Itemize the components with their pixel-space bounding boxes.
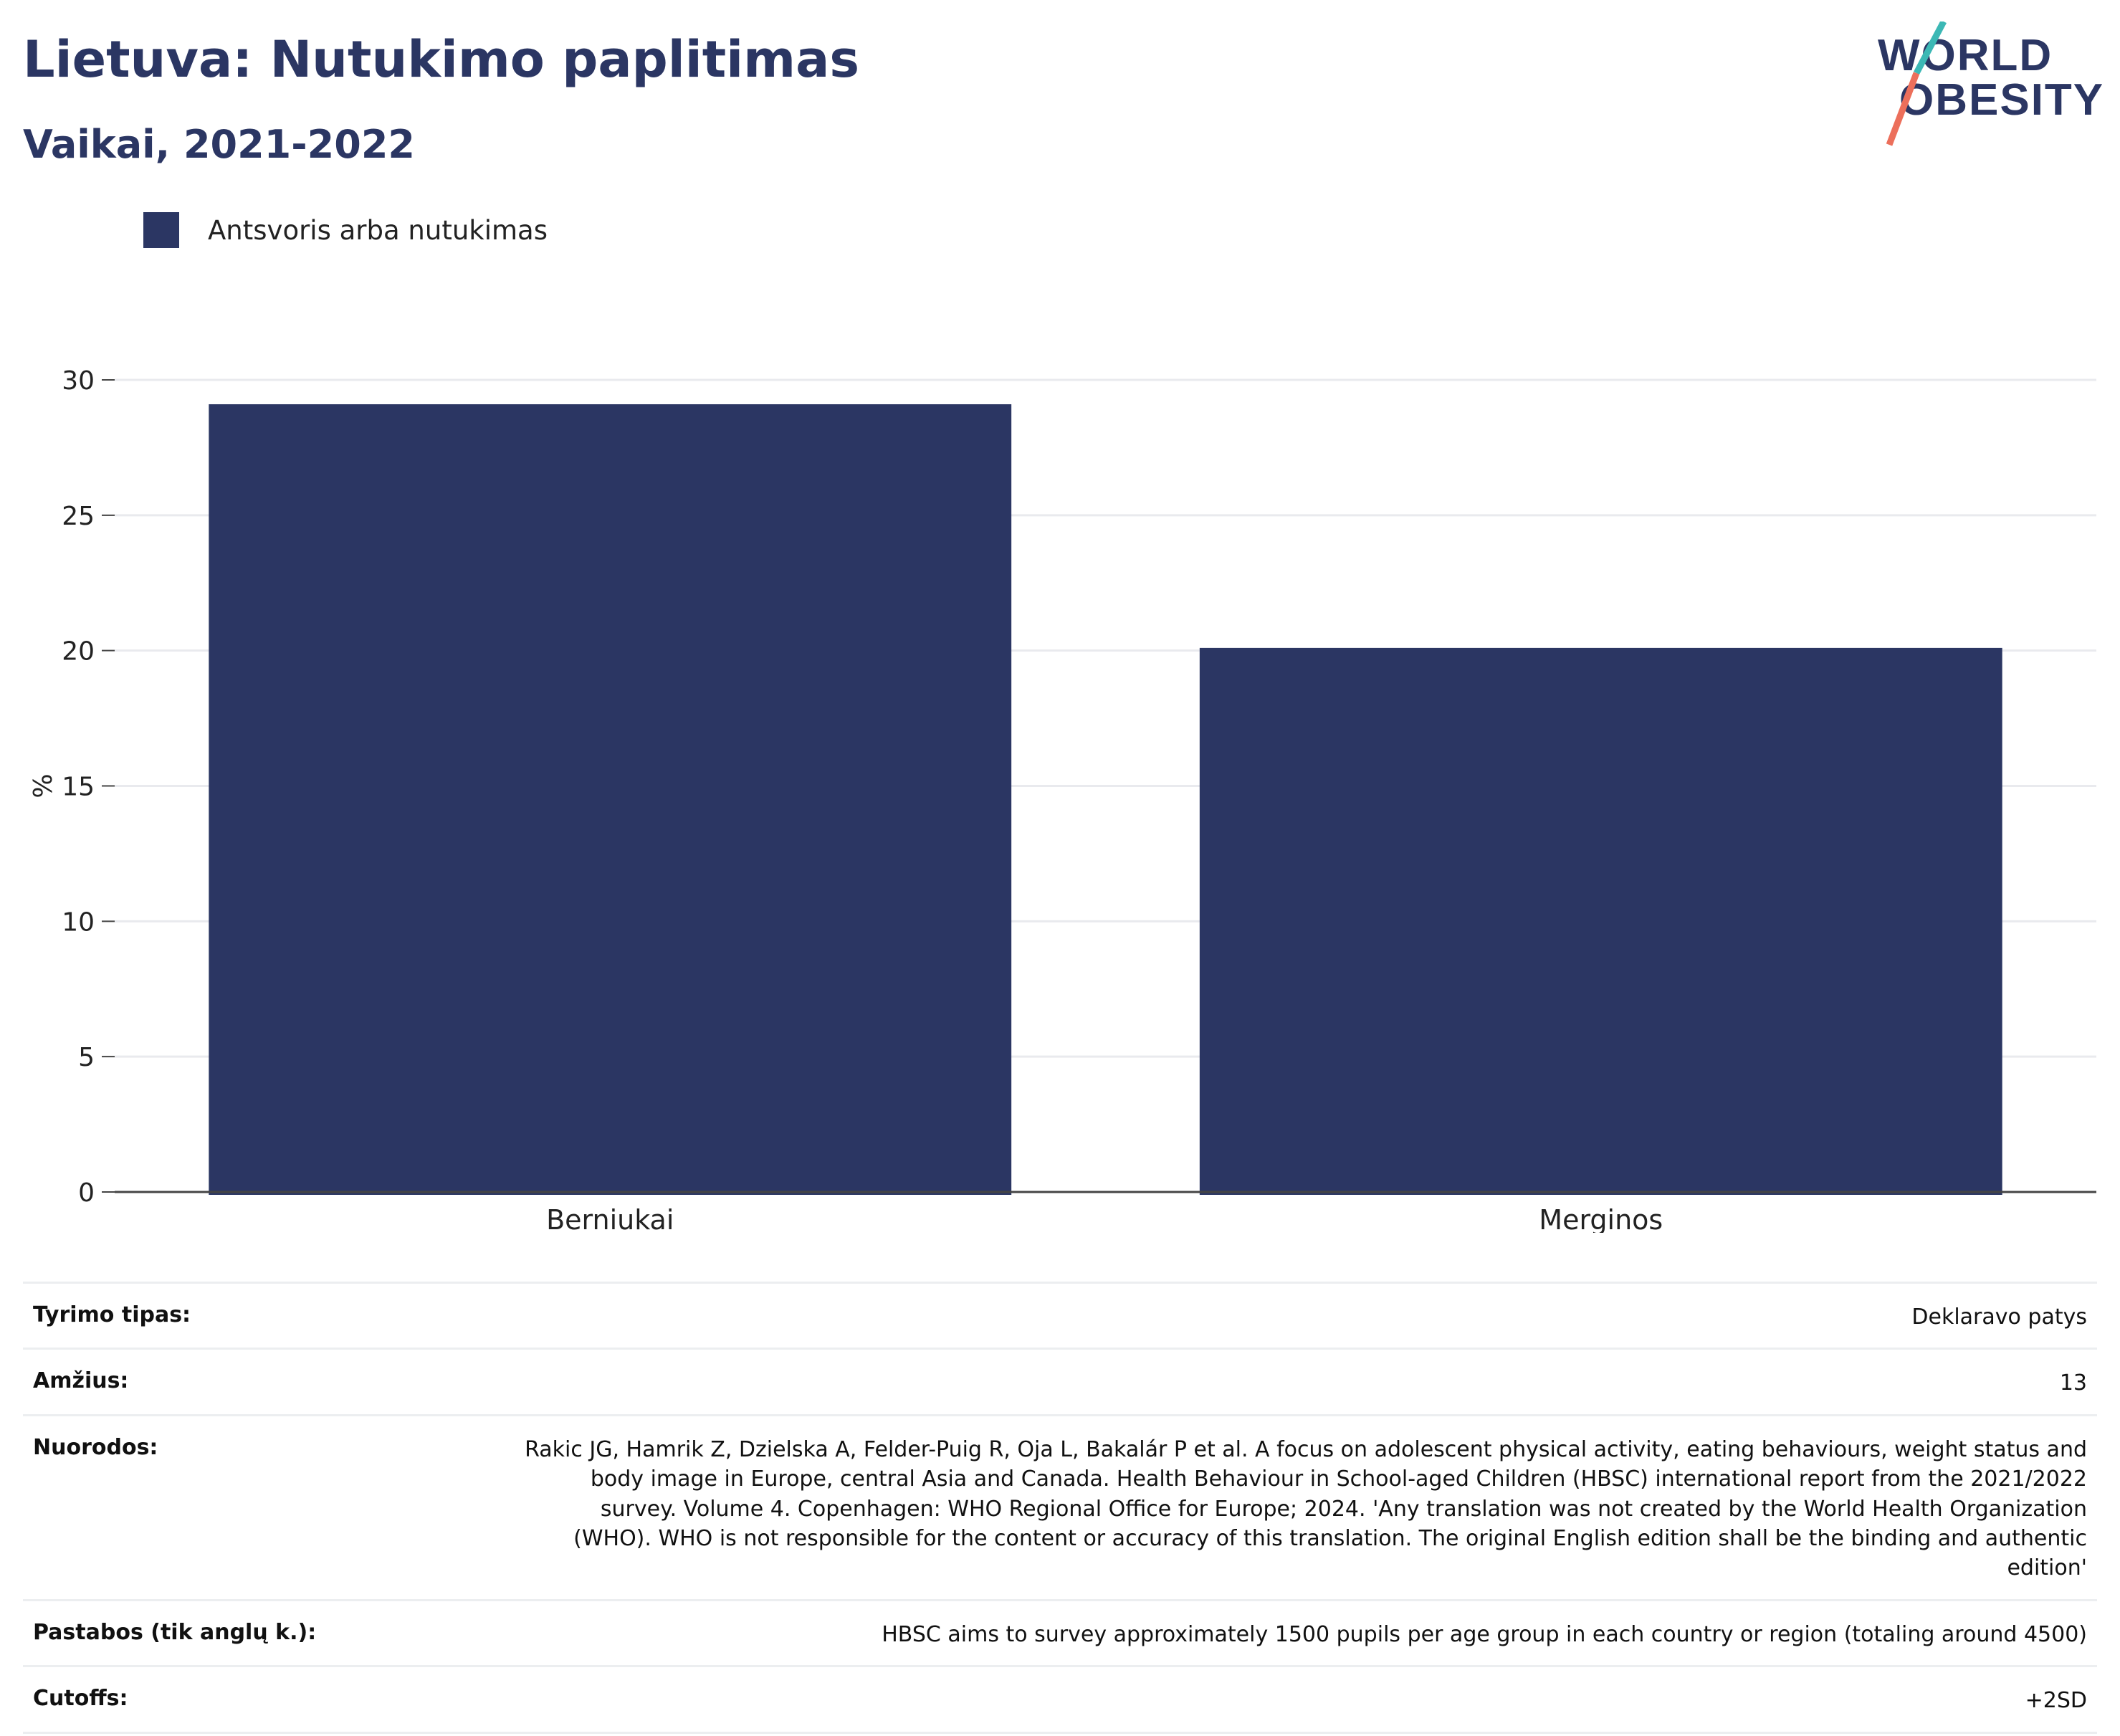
y-tick-label: 10	[62, 907, 95, 937]
y-tick-label: 30	[62, 366, 95, 396]
logo-slash-coral	[1886, 72, 1920, 146]
meta-row: Amžius: 13	[23, 1348, 2097, 1413]
legend: Antsvoris arba nutukimas	[143, 212, 548, 248]
meta-value: +2SD	[2025, 1688, 2087, 1714]
logo-text-obesity: OBESITY	[1899, 75, 2104, 125]
meta-row: Tyrimo tipas: Deklaravo patys	[23, 1282, 2097, 1348]
legend-swatch	[143, 212, 179, 248]
y-tick-label: 25	[62, 502, 95, 531]
meta-label: Amžius:	[33, 1368, 129, 1394]
meta-value: HBSC aims to survey approximately 1500 p…	[882, 1621, 2087, 1647]
meta-row: Nuorodos: Rakic JG, Hamrik Z, Dzielska A,…	[23, 1413, 2097, 1599]
logo-slash-teal	[1914, 22, 1947, 75]
meta-label: Tyrimo tipas:	[33, 1302, 191, 1327]
metadata-table: Tyrimo tipas: Deklaravo patys Amžius: 13 Nuo…	[23, 1282, 2097, 1734]
meta-value: Deklaravo patys	[1911, 1305, 2087, 1330]
y-axis-label: %	[29, 773, 58, 798]
meta-value: 13	[2059, 1370, 2087, 1396]
meta-row: Pastabos (tik anglų k.): HBSC aims to sur…	[23, 1598, 2097, 1665]
x-tick-label: Berniukai	[546, 1204, 674, 1233]
y-tick-label: 20	[62, 637, 95, 667]
page-subtitle: Vaikai, 2021-2022	[23, 122, 415, 167]
meta-value: Rakic JG, Hamrik Z, Dzielska A, Felder-P…	[525, 1436, 2087, 1581]
y-tick-label: 5	[78, 1043, 95, 1072]
x-tick-label: Merginos	[1539, 1204, 1663, 1233]
bars	[209, 404, 2002, 1195]
logo-text-world: WORLD	[1878, 31, 2053, 80]
meta-label: Pastabos (tik anglų k.):	[33, 1619, 317, 1645]
meta-row: Cutoffs: +2SD	[23, 1665, 2097, 1734]
bar-chart: 0 5 10 15 20 25 30% Berniukai Merginos	[29, 366, 2096, 1233]
bar-berniukai	[209, 404, 1012, 1195]
meta-label: Nuorodos:	[33, 1434, 158, 1460]
bar-merginos	[1199, 647, 2002, 1195]
y-tick-label: 0	[78, 1178, 95, 1208]
page-title: Lietuva: Nutukimo paplitimas	[23, 30, 859, 89]
axes: 0 5 10 15 20 25 30% Berniukai Merginos	[29, 366, 2096, 1233]
world-obesity-logo: WORLD OBESITY	[1878, 22, 2104, 146]
meta-label: Cutoffs:	[33, 1686, 128, 1712]
legend-label: Antsvoris arba nutukimas	[208, 214, 548, 246]
y-tick-label: 15	[62, 773, 95, 802]
